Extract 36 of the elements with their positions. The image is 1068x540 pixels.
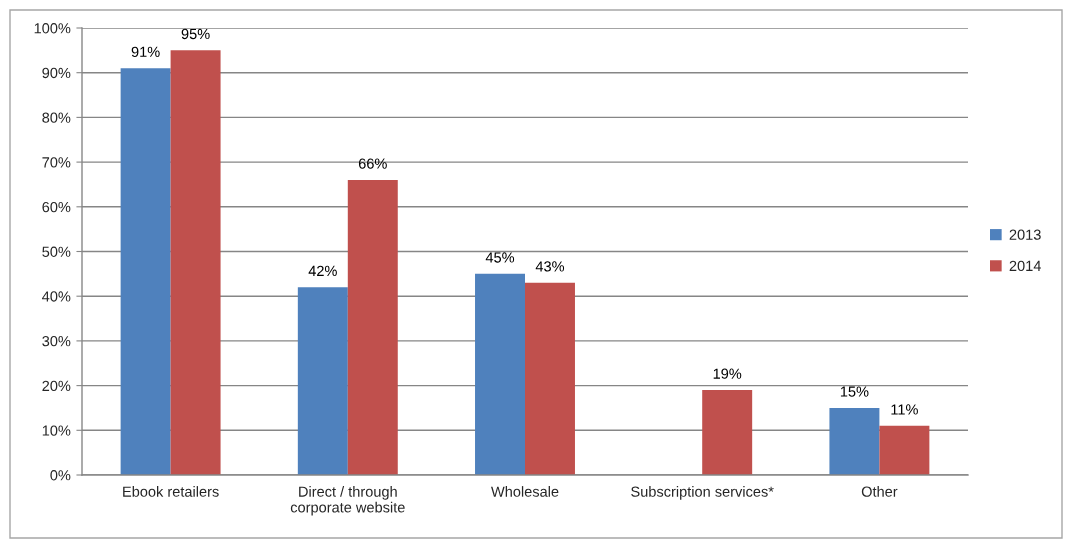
x-tick-label: Wholesale	[491, 486, 559, 497]
data-label: 11%	[891, 404, 918, 415]
bar	[475, 273, 525, 475]
y-tick-label: 40%	[42, 291, 71, 302]
y-tick-label: 100%	[34, 23, 71, 34]
bar	[347, 179, 398, 475]
data-label: 42%	[308, 265, 337, 276]
bar	[297, 287, 348, 475]
data-label: 95%	[181, 28, 210, 40]
x-tick-label: Direct / through corporate website	[290, 486, 405, 516]
y-tick-label: 20%	[42, 380, 71, 392]
data-label: 15%	[840, 386, 869, 397]
bar	[170, 50, 221, 475]
y-tick-label: 10%	[42, 425, 71, 436]
x-tick-label: Other	[861, 486, 898, 497]
y-tick-label: 30%	[42, 336, 71, 347]
bar	[879, 425, 930, 475]
y-tick-label: 50%	[42, 246, 71, 257]
bar	[525, 282, 575, 475]
y-tick-label: 90%	[42, 67, 71, 79]
legend-label: 2014	[1009, 260, 1041, 272]
y-tick-label: 80%	[42, 112, 71, 123]
y-tick-label: 70%	[42, 157, 71, 168]
bar	[120, 68, 171, 475]
bar	[702, 390, 753, 475]
data-label: 19%	[713, 368, 742, 379]
data-label: 45%	[485, 252, 515, 263]
y-tick-label: 0%	[50, 470, 71, 481]
data-label: 91%	[131, 46, 160, 58]
data-label: 43%	[535, 261, 565, 272]
legend-label: 2013	[1009, 229, 1041, 240]
data-label: 66%	[358, 158, 387, 169]
x-tick-label: Subscription services*	[631, 486, 774, 500]
bar	[829, 407, 880, 475]
x-tick-label: Ebook retailers	[123, 486, 219, 497]
y-tick-label: 60%	[42, 201, 71, 213]
